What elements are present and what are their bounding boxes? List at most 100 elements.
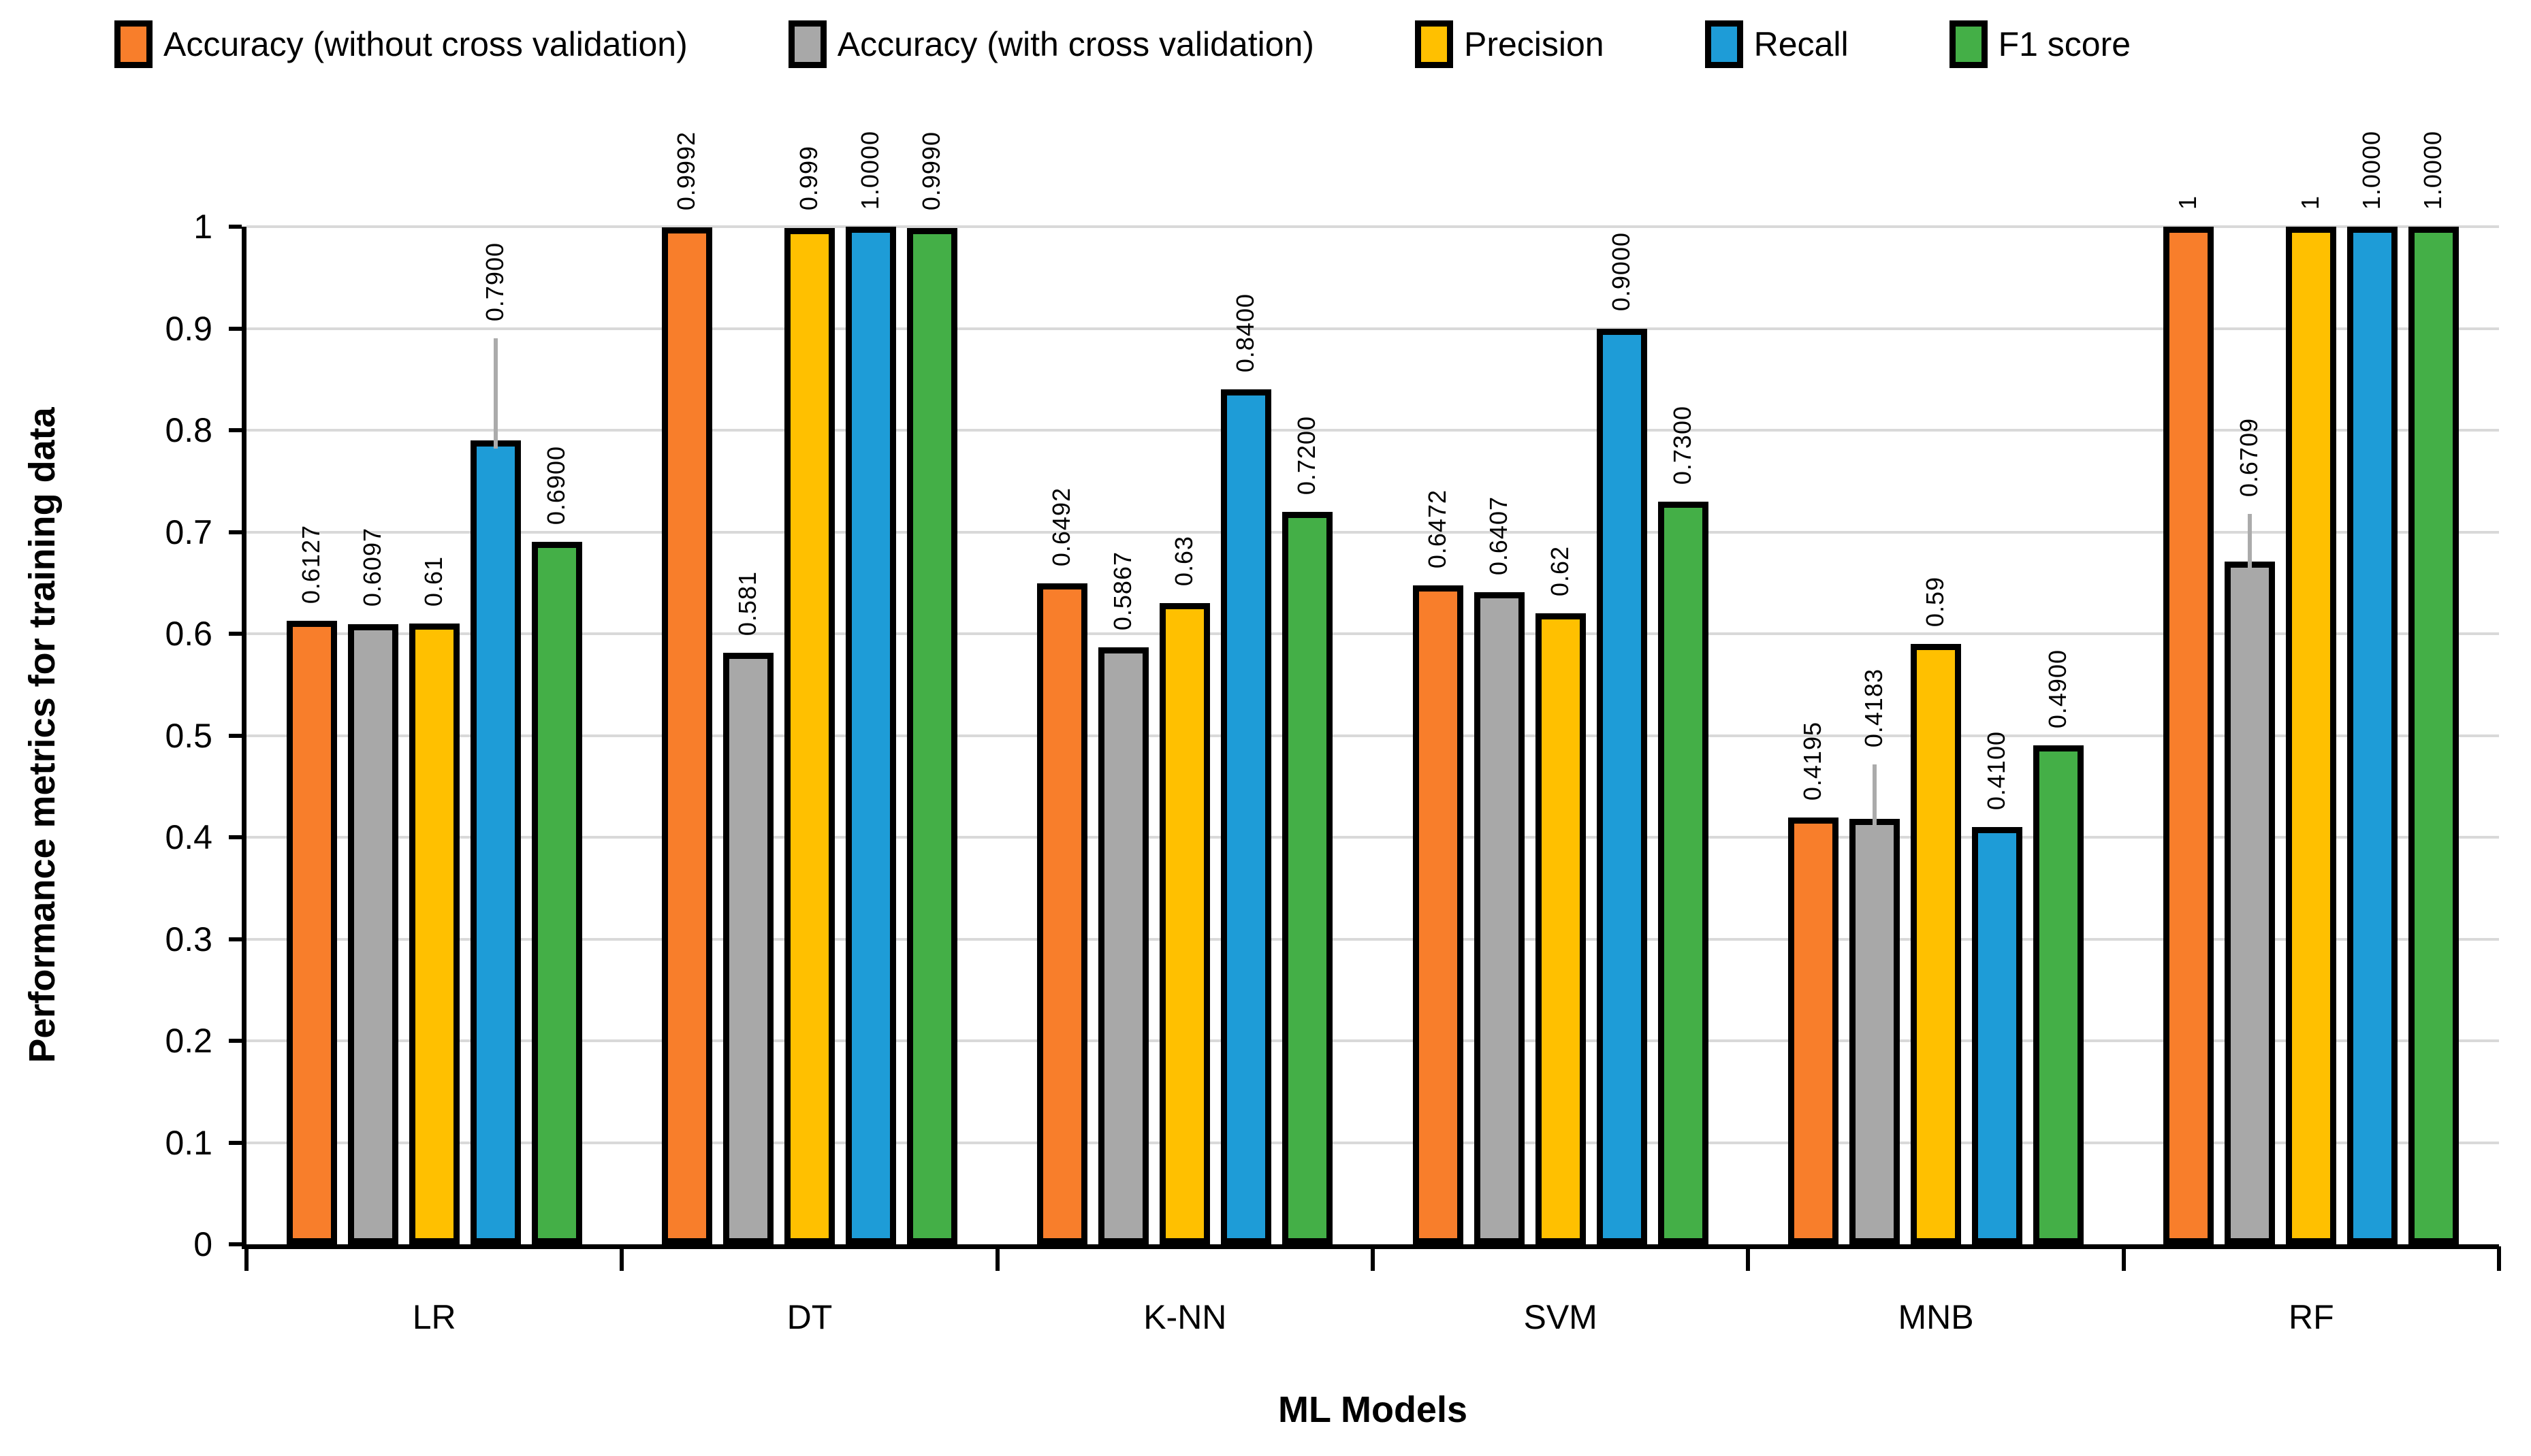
y-axis-tick	[229, 733, 242, 738]
y-tick-label-0.9: 0.9	[165, 309, 212, 348]
data-label-RF-recall: 1.0000	[2357, 130, 2386, 210]
gridline	[246, 836, 2499, 839]
y-tick-label-0.7: 0.7	[165, 513, 212, 551]
legend-swatch-icon	[114, 20, 153, 68]
data-label-LR-recall: 0.7900	[480, 242, 509, 321]
y-tick-label-0.3: 0.3	[165, 920, 212, 958]
data-label-LR-f1: 0.6900	[541, 446, 570, 525]
data-label-K-NN-precision: 0.63	[1170, 536, 1198, 587]
legend-item-f1: F1 score	[1949, 20, 2131, 68]
y-tick-label-0.6: 0.6	[165, 615, 212, 653]
y-tick-label-0.2: 0.2	[165, 1022, 212, 1060]
legend-item-precision: Precision	[1414, 20, 1604, 68]
gridline	[246, 1039, 2499, 1042]
label-leader-line-MNB-acc-cv	[1873, 764, 1877, 827]
x-axis-title: ML Models	[1277, 1389, 1467, 1430]
data-label-DT-acc-no-cv: 0.9992	[672, 131, 700, 211]
data-label-SVM-acc-no-cv: 0.6472	[1422, 489, 1451, 569]
y-axis-tick	[229, 937, 242, 941]
gridline	[246, 632, 2499, 635]
bar-SVM-acc-no-cv	[1412, 585, 1463, 1244]
bar-LR-f1	[531, 542, 582, 1244]
bar-RF-f1	[2408, 227, 2460, 1244]
x-axis-line	[242, 1244, 2499, 1249]
data-label-SVM-recall: 0.9000	[1606, 232, 1635, 312]
data-label-DT-f1: 0.9990	[917, 131, 945, 211]
bar-MNB-f1	[2033, 745, 2084, 1244]
x-axis-tick	[1371, 1246, 1375, 1271]
data-label-MNB-acc-no-cv: 0.4195	[1798, 721, 1826, 800]
bar-K-NN-acc-no-cv	[1037, 583, 1088, 1244]
bar-RF-precision	[2286, 227, 2337, 1244]
bar-RF-recall	[2347, 227, 2398, 1244]
legend-label: Accuracy (without cross validation)	[163, 25, 688, 63]
data-label-RF-f1: 1.0000	[2419, 130, 2447, 210]
legend-item-recall: Recall	[1704, 20, 1849, 68]
plot-area: 0.6127 0.6097 0.61 0.7900 0.6900 0.9992 0.581 0…	[246, 131, 2499, 1244]
legend-swatch-icon	[788, 20, 827, 68]
bar-LR-acc-cv	[347, 624, 398, 1244]
data-label-MNB-acc-cv: 0.4183	[1860, 668, 1888, 747]
label-leader-line-LR-recall	[493, 338, 498, 449]
bar-DT-acc-no-cv	[662, 227, 712, 1244]
y-axis-line	[242, 227, 246, 1249]
data-label-LR-precision: 0.61	[419, 555, 447, 607]
data-label-K-NN-recall: 0.8400	[1231, 293, 1260, 373]
bar-K-NN-precision	[1160, 603, 1211, 1244]
data-label-K-NN-f1: 0.7200	[1292, 415, 1321, 495]
bar-K-NN-f1	[1282, 511, 1333, 1244]
data-label-SVM-f1: 0.7300	[1668, 405, 1696, 485]
data-label-RF-acc-no-cv: 1	[2174, 195, 2202, 210]
bar-K-NN-recall	[1221, 389, 1272, 1244]
bar-MNB-acc-cv	[1849, 818, 1900, 1244]
data-label-SVM-precision: 0.62	[1545, 546, 1574, 597]
legend-label: Accuracy (with cross validation)	[837, 25, 1314, 63]
legend-swatch-icon	[1704, 20, 1743, 68]
x-axis-tick	[620, 1246, 624, 1271]
legend-item-acc-cv: Accuracy (with cross validation)	[788, 20, 1314, 68]
bar-DT-precision	[784, 227, 835, 1244]
bar-RF-acc-no-cv	[2163, 227, 2214, 1244]
category-label-LR: LR	[412, 1298, 456, 1336]
y-axis-tick	[229, 428, 242, 432]
data-label-LR-acc-cv: 0.6097	[357, 528, 386, 607]
bar-RF-acc-cv	[2225, 562, 2276, 1244]
category-label-MNB: MNB	[1898, 1298, 1974, 1336]
x-axis-tick	[244, 1246, 249, 1271]
y-tick-label-0.8: 0.8	[165, 411, 212, 449]
legend-swatch-icon	[1949, 20, 1988, 68]
y-axis-tick	[229, 632, 242, 636]
data-label-SVM-acc-cv: 0.6407	[1484, 496, 1512, 576]
bar-K-NN-acc-cv	[1098, 647, 1149, 1244]
y-tick-label-0.1: 0.1	[165, 1123, 212, 1162]
data-label-MNB-precision: 0.59	[1921, 576, 1949, 627]
legend-label: Recall	[1753, 25, 1849, 63]
y-tick-label-0.5: 0.5	[165, 716, 212, 755]
bar-SVM-f1	[1657, 501, 1708, 1244]
x-axis-category-labels: LR DT K-NN SVM MNB RF	[246, 1293, 2499, 1341]
bar-LR-acc-no-cv	[286, 621, 337, 1244]
bar-LR-recall	[470, 440, 521, 1244]
bar-LR-precision	[409, 624, 460, 1244]
y-tick-label-0.4: 0.4	[165, 818, 212, 856]
data-label-MNB-f1: 0.4900	[2043, 649, 2071, 729]
gridline	[246, 734, 2499, 737]
data-label-RF-acc-cv: 0.6709	[2235, 417, 2263, 498]
data-label-DT-recall: 1.0000	[856, 130, 884, 210]
bar-MNB-acc-no-cv	[1788, 817, 1838, 1244]
bar-DT-recall	[846, 227, 896, 1244]
gridline	[246, 1141, 2499, 1144]
legend-label: Precision	[1463, 25, 1604, 63]
bar-DT-acc-cv	[723, 653, 774, 1244]
data-label-LR-acc-no-cv: 0.6127	[296, 524, 325, 604]
y-tick-label-0: 0	[193, 1225, 212, 1263]
legend-item-acc-no-cv: Accuracy (without cross validation)	[114, 20, 688, 68]
gridline	[246, 225, 2499, 228]
gridline	[246, 530, 2499, 534]
category-label-K-NN: K-NN	[1143, 1298, 1227, 1336]
category-label-DT: DT	[786, 1298, 833, 1336]
gridline	[246, 937, 2499, 941]
label-leader-line-RF-acc-cv	[2248, 514, 2253, 570]
x-axis-tick	[1746, 1246, 1751, 1271]
